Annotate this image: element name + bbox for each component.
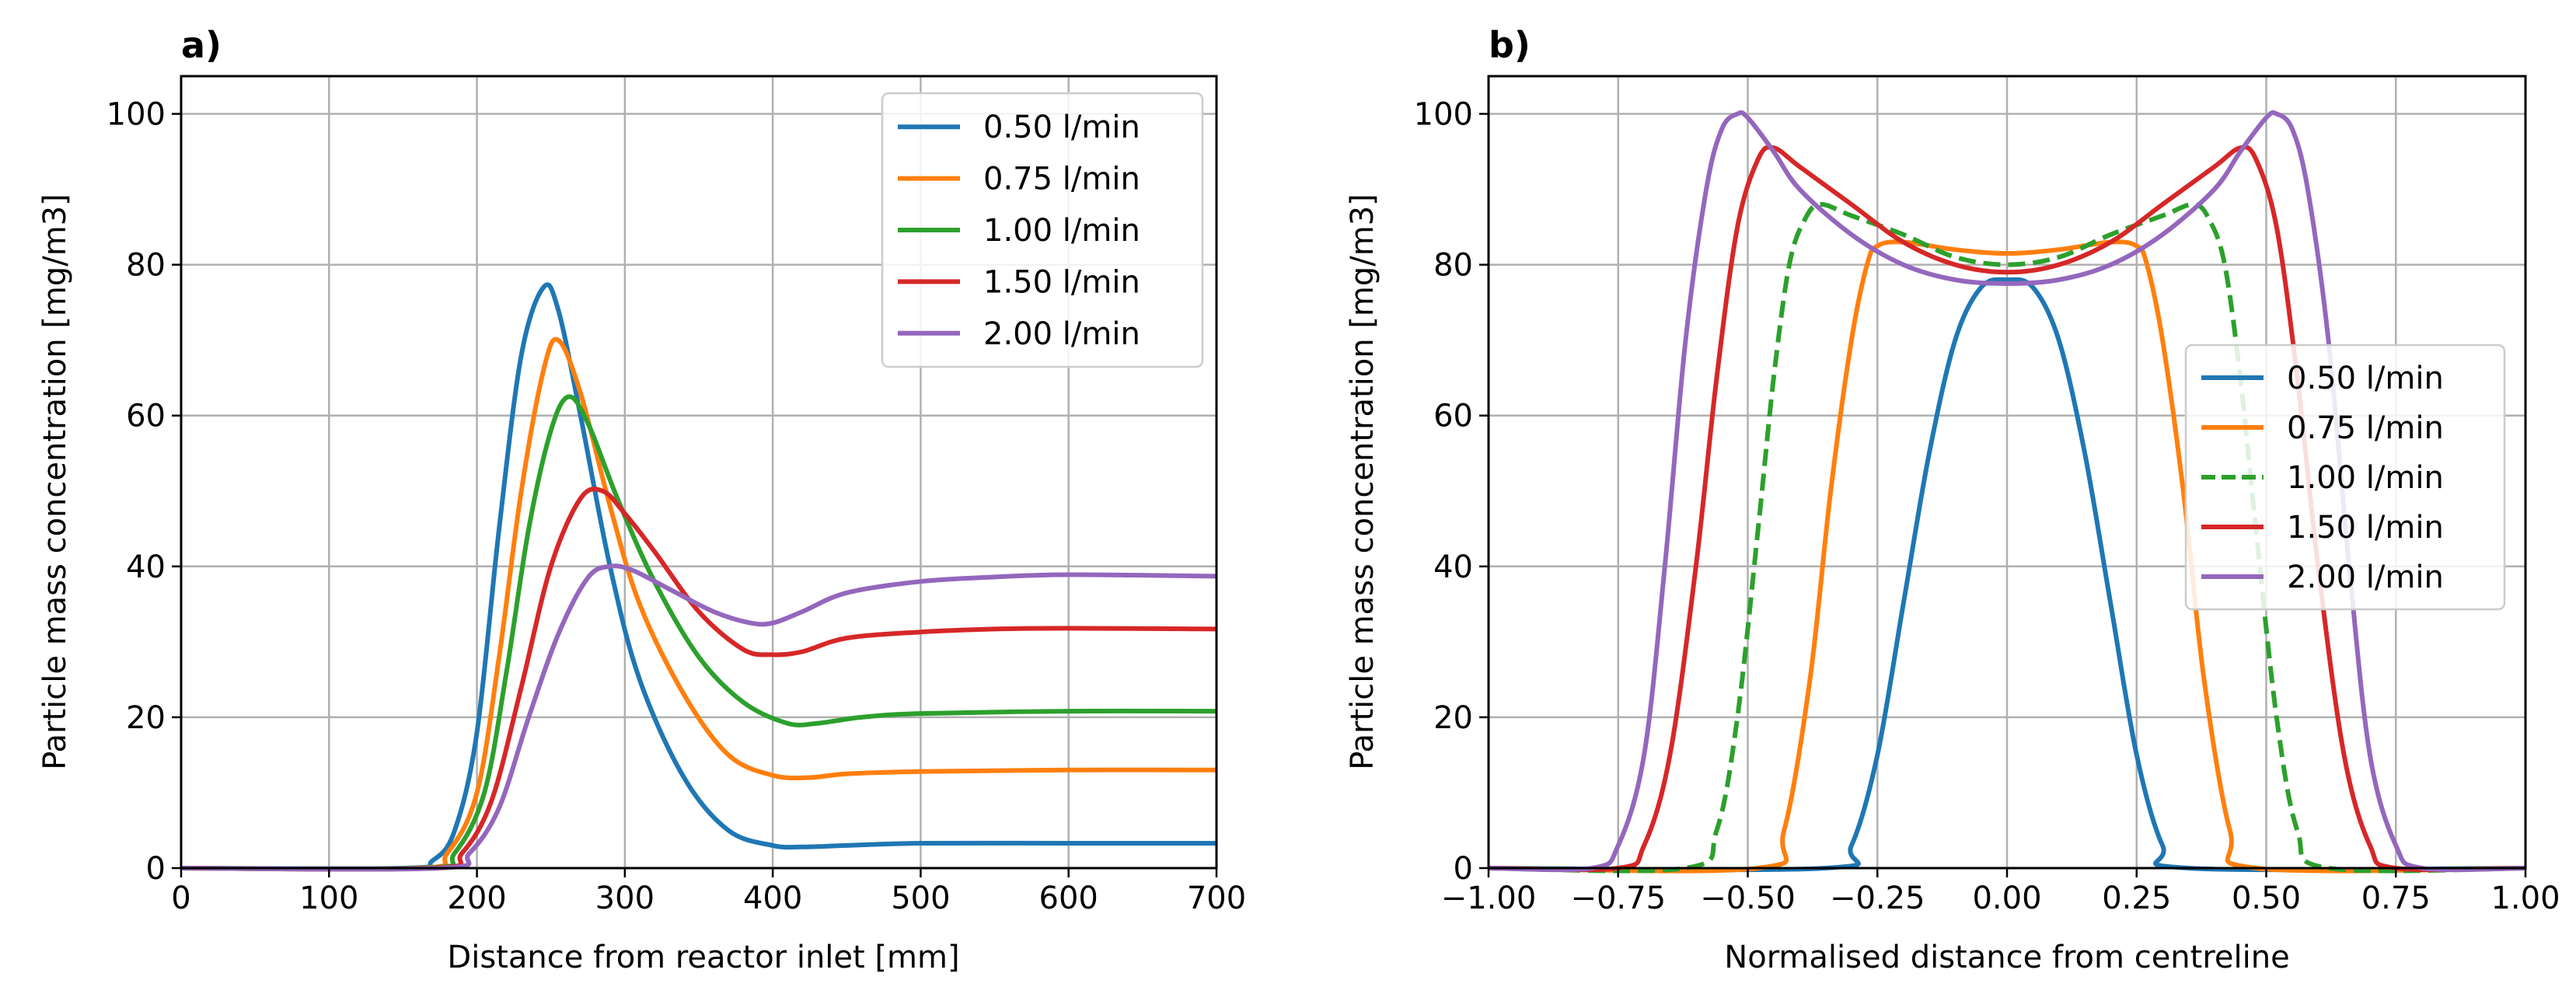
legend-label: 1.00 l/min — [983, 213, 1140, 249]
x-tick-label: 200 — [447, 881, 506, 916]
x-tick-label: 700 — [1187, 881, 1246, 916]
legend-label: 0.50 l/min — [983, 110, 1140, 145]
x-tick-label: 1.00 — [2490, 881, 2560, 916]
x-tick-label: 0.00 — [1972, 881, 2041, 916]
y-tick-label: 20 — [126, 700, 166, 736]
panel-a-legend: 0.50 l/min 0.75 l/min 1.00 l/min 1.50 l/min… — [881, 92, 1204, 368]
legend-label: 2.00 l/min — [2287, 560, 2444, 595]
legend-label: 1.50 l/min — [983, 264, 1140, 300]
y-tick-label: 100 — [106, 97, 166, 133]
x-tick-label: 0.25 — [2102, 881, 2171, 916]
series-line-a-3 — [180, 487, 1217, 872]
panel-b-legend: 0.50 l/min 0.75 l/min 1.00 l/min 1.50 l/min… — [2184, 344, 2506, 611]
panel-a-label: a) — [181, 24, 222, 66]
series-line-b-2 — [1488, 201, 2526, 874]
x-tick-label: 400 — [743, 881, 802, 916]
series-line-a-4 — [180, 563, 1217, 872]
legend-label: 1.00 l/min — [2287, 460, 2444, 496]
x-tick-label: 500 — [891, 881, 950, 916]
legend-label: 2.00 l/min — [983, 316, 1140, 352]
y-tick-label: 40 — [1433, 549, 1473, 585]
y-tick-label: 40 — [126, 549, 166, 585]
x-tick-label: −1.00 — [1441, 881, 1537, 916]
x-tick-label: −0.50 — [1700, 881, 1796, 916]
series-line-b-0 — [1488, 277, 2526, 873]
panel-b-y-axis-label: Particle mass concentration [mg/m3] — [1345, 194, 1380, 770]
y-tick-label: 60 — [126, 399, 166, 434]
panel-b-ticks: −1.00 −0.75 −0.50 −0.25 0.00 0.25 0.50 0.75 1.00… — [1414, 97, 2560, 916]
x-tick-label: 600 — [1039, 881, 1098, 916]
y-tick-label: 0 — [146, 851, 166, 887]
x-tick-label: 100 — [299, 881, 358, 916]
series-line-a-2 — [180, 394, 1217, 872]
panel-a-series — [180, 282, 1217, 872]
y-tick-label: 80 — [126, 248, 166, 284]
panel-a-frame — [180, 75, 1218, 870]
x-tick-label: −0.25 — [1830, 881, 1925, 916]
series-line-a-0 — [180, 282, 1216, 871]
panel-b: b) −1.00 −0.75 −0.50 −0.25 0.00 0.25 0.50 0.75 1… — [1345, 24, 2560, 975]
panel-a-y-axis-label: Particle mass concentration [mg/m3] — [37, 194, 73, 770]
y-tick-label: 80 — [1433, 248, 1473, 284]
panel-b-label: b) — [1489, 24, 1531, 66]
x-tick-label: 0.50 — [2232, 881, 2301, 916]
y-tick-label: 60 — [1433, 399, 1473, 434]
panel-b-x-axis-label: Normalised distance from centreline — [1724, 940, 2289, 975]
x-tick-label: 0 — [171, 881, 190, 916]
panel-a-ticks: 0 100 200 300 400 500 600 700 0 20 40 60 80 100 — [106, 97, 1247, 916]
legend-label: 0.75 l/min — [2287, 410, 2444, 446]
legend-label: 0.50 l/min — [2287, 361, 2444, 396]
panel-a-x-axis-label: Distance from reactor inlet [mm] — [447, 940, 959, 975]
x-tick-label: −0.75 — [1570, 881, 1666, 916]
y-tick-label: 100 — [1414, 97, 1473, 133]
y-tick-label: 20 — [1433, 700, 1473, 736]
y-tick-label: 0 — [1454, 851, 1473, 887]
panel-a: a) 0 100 200 300 400 500 600 700 0 20 40 60 80 100 Di… — [37, 24, 1246, 975]
x-tick-label: 300 — [595, 881, 654, 916]
legend-box — [881, 92, 1204, 368]
legend-label: 0.75 l/min — [983, 162, 1140, 197]
legend-box — [2184, 344, 2506, 611]
series-line-b-1 — [1488, 239, 2526, 874]
x-tick-label: 0.75 — [2361, 881, 2431, 916]
series-line-a-1 — [180, 337, 1217, 872]
legend-label: 1.50 l/min — [2287, 510, 2444, 546]
